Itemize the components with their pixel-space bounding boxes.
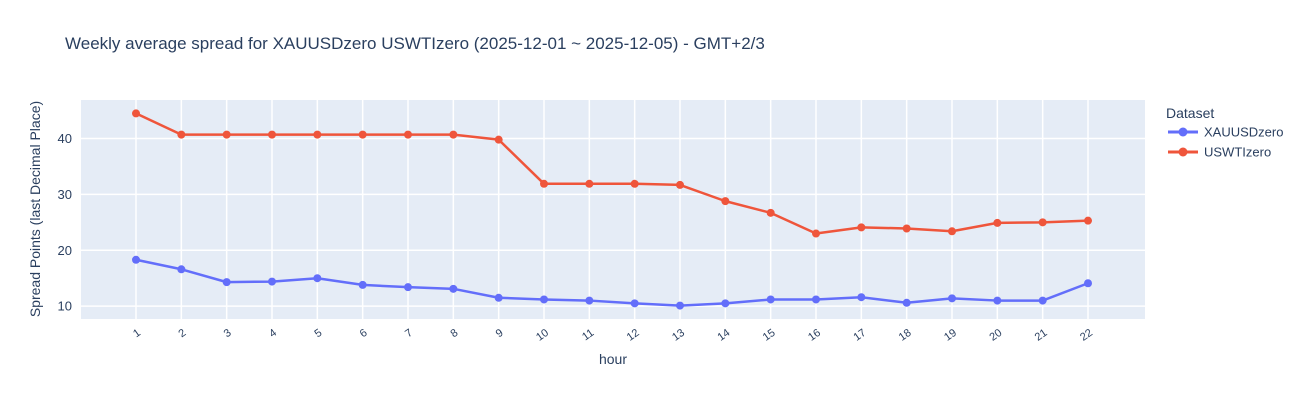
legend-item-label: USWTIzero	[1204, 145, 1271, 160]
data-point-USWTIzero	[993, 218, 1002, 227]
data-point-XAUUSDzero	[993, 296, 1002, 305]
data-point-USWTIzero	[1084, 216, 1092, 225]
x-tick-label: 20	[987, 327, 1004, 344]
x-tick-label: 11	[580, 327, 596, 343]
x-tick-label: 12	[625, 327, 642, 344]
x-tick-label: 19	[942, 327, 959, 344]
data-point-XAUUSDzero	[222, 278, 231, 287]
data-point-USWTIzero	[404, 130, 412, 139]
x-tick-label: 18	[897, 327, 914, 344]
y-tick-label: 10	[58, 299, 72, 314]
legend-item-label: XAUUSDzero	[1204, 125, 1283, 140]
x-tick-label: 7	[403, 327, 415, 340]
x-tick-label: 1	[131, 327, 143, 340]
data-point-XAUUSDzero	[494, 293, 503, 302]
x-axis-title: hour	[599, 351, 627, 367]
data-point-XAUUSDzero	[812, 295, 820, 304]
y-tick-label: 40	[58, 131, 72, 146]
data-point-USWTIzero	[721, 197, 730, 206]
x-tick-label: 14	[715, 327, 732, 344]
data-point-USWTIzero	[948, 227, 956, 236]
x-tick-label: 22	[1078, 327, 1095, 344]
data-point-XAUUSDzero	[268, 277, 276, 286]
data-point-XAUUSDzero	[449, 284, 458, 293]
x-tick-label: 8	[448, 327, 460, 340]
x-tick-label: 3	[222, 327, 234, 340]
x-tick-label: 6	[358, 327, 370, 340]
x-tick-label: 16	[806, 327, 823, 344]
x-tick-label: 2	[176, 327, 188, 340]
x-tick-label: 5	[312, 327, 324, 340]
data-point-USWTIzero	[313, 130, 322, 139]
data-point-XAUUSDzero	[1038, 296, 1047, 305]
data-point-XAUUSDzero	[177, 265, 186, 274]
legend-entries: XAUUSDzero USWTIzero	[1168, 125, 1283, 160]
data-point-XAUUSDzero	[404, 283, 412, 292]
data-point-XAUUSDzero	[948, 294, 956, 303]
x-tick-label: 9	[494, 327, 506, 340]
y-axis-title: Spread Points (last Decimal Place)	[27, 101, 43, 317]
data-point-USWTIzero	[540, 179, 548, 188]
x-tick-label: 17	[851, 327, 868, 344]
data-point-XAUUSDzero	[766, 295, 775, 304]
data-point-XAUUSDzero	[358, 280, 367, 289]
data-point-XAUUSDzero	[132, 255, 140, 264]
series-line-XAUUSDzero	[135, 258, 1089, 307]
data-point-XAUUSDzero	[902, 298, 911, 307]
legend-title: Dataset	[1166, 105, 1214, 121]
legend-marker-icon	[1178, 147, 1188, 157]
data-point-USWTIzero	[676, 180, 684, 189]
data-point-USWTIzero	[358, 130, 367, 139]
plot-area[interactable]	[81, 100, 1145, 319]
legend: Dataset XAUUSDzero USWTIzero	[1166, 105, 1283, 160]
x-tick-label: 15	[761, 327, 778, 344]
x-tick-label: 13	[670, 327, 687, 344]
data-point-XAUUSDzero	[676, 301, 684, 310]
data-point-XAUUSDzero	[313, 274, 322, 283]
data-point-XAUUSDzero	[540, 295, 548, 304]
x-tick-label: 21	[1033, 327, 1050, 344]
data-point-USWTIzero	[857, 223, 866, 232]
data-point-USWTIzero	[1038, 218, 1047, 227]
data-point-USWTIzero	[494, 135, 503, 144]
data-point-USWTIzero	[222, 130, 231, 139]
data-point-USWTIzero	[902, 224, 911, 233]
data-point-XAUUSDzero	[857, 293, 866, 302]
chart-title: Weekly average spread for XAUUSDzero USW…	[65, 34, 765, 53]
data-point-USWTIzero	[449, 130, 458, 139]
y-tick-labels: 10 20 30 40	[58, 131, 72, 314]
x-tick-label: 4	[267, 327, 279, 340]
data-point-XAUUSDzero	[721, 299, 730, 308]
x-tick-labels: 1 2 3 4 5 6 7 8 9 10 11 12 13 14 15 16 17 18 19 20 21 22	[131, 327, 1095, 344]
data-point-XAUUSDzero	[585, 296, 594, 305]
x-tick-label: 10	[534, 327, 551, 344]
legend-item-USWTIzero[interactable]: USWTIzero	[1168, 145, 1271, 160]
data-point-USWTIzero	[585, 179, 594, 188]
data-point-USWTIzero	[630, 179, 639, 188]
data-point-USWTIzero	[766, 208, 775, 217]
data-point-USWTIzero	[268, 130, 276, 139]
y-tick-label: 20	[58, 243, 72, 258]
series-group	[132, 109, 1092, 310]
data-point-USWTIzero	[132, 109, 140, 118]
legend-item-XAUUSDzero[interactable]: XAUUSDzero	[1168, 125, 1283, 140]
y-tick-label: 30	[58, 187, 72, 202]
data-point-XAUUSDzero	[1084, 279, 1092, 288]
legend-marker-icon	[1178, 127, 1188, 137]
data-point-USWTIzero	[812, 229, 820, 238]
data-point-XAUUSDzero	[630, 299, 639, 308]
series-line-USWTIzero	[135, 112, 1089, 235]
data-point-USWTIzero	[177, 130, 186, 139]
